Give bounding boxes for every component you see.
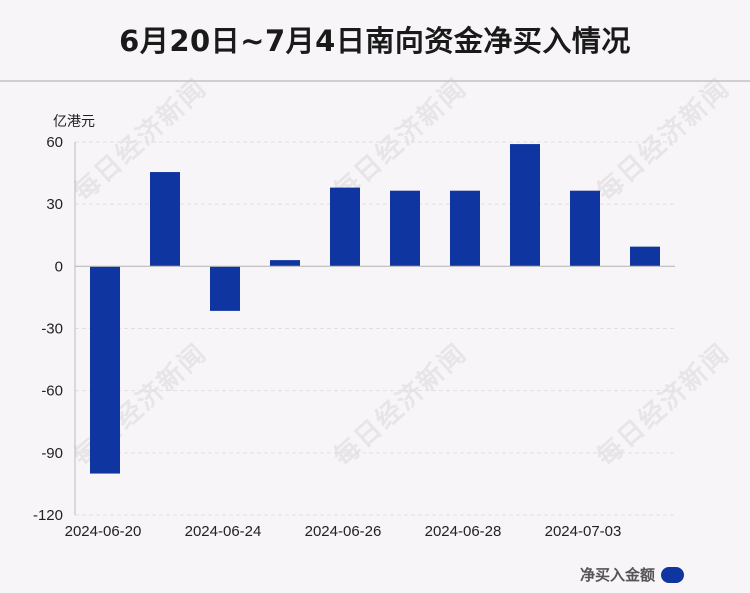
bar bbox=[390, 190, 420, 267]
y-tick-label: -120 bbox=[33, 507, 63, 524]
x-tick-label: 2024-07-03 bbox=[545, 523, 622, 540]
x-tick-label: 2024-06-20 bbox=[65, 523, 142, 540]
x-tick-label: 2024-06-28 bbox=[425, 523, 502, 540]
bar bbox=[270, 260, 300, 267]
y-tick-label: 0 bbox=[55, 258, 63, 275]
bar bbox=[510, 144, 540, 267]
y-tick-label: 60 bbox=[46, 134, 63, 151]
chart-title: 6月20日~7月4日南向资金净买入情况 bbox=[119, 24, 631, 58]
legend-swatch bbox=[661, 566, 684, 583]
bar bbox=[450, 190, 480, 267]
y-tick-label: -60 bbox=[41, 383, 63, 400]
legend-label: 净买入金额 bbox=[579, 566, 655, 584]
y-tick-label: 30 bbox=[46, 196, 63, 213]
bar bbox=[150, 172, 180, 267]
y-axis-unit-label: 亿港元 bbox=[53, 114, 95, 130]
bar bbox=[90, 266, 120, 474]
bar bbox=[630, 246, 660, 267]
x-tick-label: 2024-06-26 bbox=[305, 523, 382, 540]
x-tick-label: 2024-06-24 bbox=[185, 523, 262, 540]
title-divider bbox=[0, 80, 750, 82]
bar bbox=[210, 266, 240, 311]
bar bbox=[330, 187, 360, 267]
legend: 净买入金额 bbox=[580, 564, 684, 585]
y-tick-label: -90 bbox=[41, 445, 63, 462]
bar bbox=[570, 190, 600, 267]
y-tick-label: -30 bbox=[41, 321, 63, 338]
